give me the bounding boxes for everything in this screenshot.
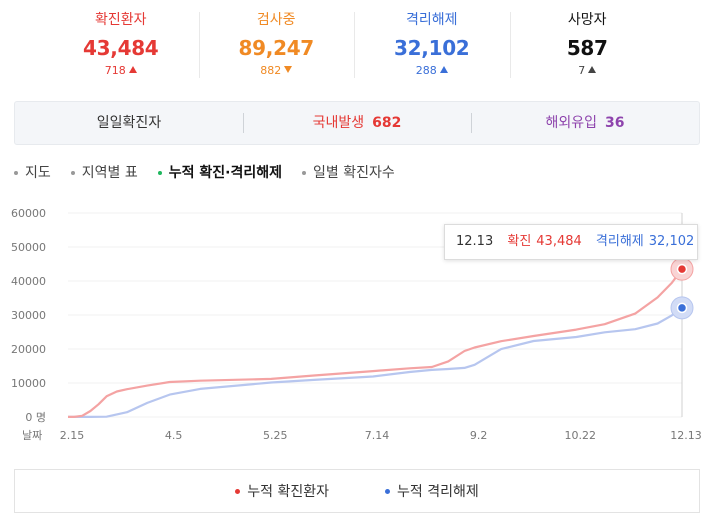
stat-testing: 검사중 89,247 882 (198, 8, 355, 82)
tab-map[interactable]: 지도 (14, 163, 51, 183)
tab-region-table[interactable]: 지역별 표 (70, 163, 138, 183)
x-tick-label: 12.13 (670, 429, 702, 442)
legend-released[interactable]: 누적 격리해제 (385, 481, 479, 501)
stat-delta-value: 882 (260, 64, 282, 77)
tooltip-date: 12.13 (456, 234, 494, 249)
bullet-icon (14, 171, 18, 175)
tooltip-released-label: 격리해제 (595, 234, 644, 249)
tab-cumulative[interactable]: 누적 확진·격리해제 (157, 163, 282, 183)
y-tick-label: 60000 (11, 207, 46, 220)
tab-daily-cases[interactable]: 일별 확진자수 (301, 163, 395, 183)
legend-label: 누적 확진환자 (247, 484, 329, 500)
stat-delta-value: 288 (415, 64, 437, 77)
y-tick-label: 50000 (11, 241, 46, 254)
daily-summary-bar: 일일확진자 국내발생 682 해외유입 36 (14, 101, 700, 145)
summary-daily-label: 일일확진자 (96, 115, 162, 131)
series-line (68, 268, 683, 418)
summary-domestic-value: 682 (372, 115, 402, 131)
chart-tooltip: 12.13 확진 43,484 격리해제 32,102 (444, 224, 698, 260)
legend-confirmed[interactable]: 누적 확진환자 (235, 481, 329, 501)
stat-confirmed: 확진환자 43,484 718 (43, 8, 199, 82)
legend-dot-icon (385, 488, 390, 494)
legend-label: 누적 격리해제 (397, 484, 479, 500)
y-tick-label: 0 명 (25, 411, 46, 424)
stat-delta-value: 718 (104, 64, 126, 77)
cumulative-line-chart[interactable]: 60000 50000 40000 30000 20000 10000 0 명 날짜 2.15… (0, 195, 711, 450)
y-axis-ticks: 60000 50000 40000 30000 20000 10000 0 명 (11, 207, 46, 424)
stat-delta: 288 (354, 63, 510, 79)
tooltip-released-value: 32,102 (648, 234, 695, 249)
stat-delta: 7 (510, 63, 666, 79)
y-tick-label: 30000 (11, 309, 46, 322)
series-end-point[interactable] (676, 302, 688, 314)
tab-label: 일별 확진자수 (312, 165, 395, 181)
stat-value: 587 (566, 36, 608, 60)
y-tick-label: 20000 (11, 343, 46, 356)
series-line (68, 307, 683, 418)
tooltip-confirmed-value: 43,484 (536, 234, 582, 249)
x-tick-label: 9.2 (470, 429, 488, 442)
stat-label: 확진환자 (94, 12, 147, 28)
x-tick-label: 5.25 (263, 429, 288, 442)
stat-delta-value: 7 (578, 64, 586, 77)
chart-series (68, 268, 683, 418)
tab-label: 누적 확진·격리해제 (168, 165, 282, 181)
y-tick-label: 10000 (11, 377, 46, 390)
bullet-icon (70, 171, 75, 175)
view-tabs: 지도 지역별 표 누적 확진·격리해제 일별 확진자수 (14, 163, 415, 183)
stat-deaths: 사망자 587 7 (509, 8, 666, 82)
stat-value: 43,484 (83, 36, 159, 60)
stats-row: 확진환자 43,484 718 검사중 89,247 882 격리해제 32,1… (43, 8, 665, 82)
y-tick-label: 40000 (11, 275, 46, 288)
bullet-icon (301, 171, 306, 175)
arrow-up-icon (128, 66, 137, 73)
tooltip-confirmed-label: 확진 (507, 234, 532, 249)
series-end-point[interactable] (676, 263, 688, 275)
stat-value: 32,102 (394, 36, 470, 60)
summary-overseas-label: 해외유입 (545, 115, 598, 131)
tab-label: 지도 (25, 165, 51, 181)
summary-overseas-value: 36 (605, 115, 625, 131)
x-axis-ticks: 날짜 2.15 4.5 5.25 7.14 9.2 10.22 12.13 (22, 429, 702, 442)
stat-label: 사망자 (567, 12, 607, 28)
legend-dot-icon (235, 488, 241, 494)
arrow-up-icon (588, 66, 597, 73)
x-tick-label: 4.5 (165, 429, 183, 442)
stat-released: 격리해제 32,102 288 (354, 8, 510, 82)
summary-overseas: 해외유입 36 (471, 113, 699, 133)
arrow-up-icon (439, 66, 448, 73)
tab-label: 지역별 표 (81, 165, 138, 181)
summary-domestic: 국내발생 682 (243, 113, 471, 133)
bullet-icon (157, 171, 162, 175)
summary-domestic-label: 국내발생 (312, 115, 365, 131)
x-tick-label: 2.15 (60, 429, 85, 442)
summary-daily: 일일확진자 (15, 113, 243, 133)
x-axis-label: 날짜 (22, 429, 42, 442)
chart-markers (670, 257, 694, 320)
arrow-down-icon (284, 66, 293, 73)
stat-label: 격리해제 (405, 12, 458, 28)
stat-value: 89,247 (238, 36, 315, 60)
x-tick-label: 7.14 (365, 429, 390, 442)
stat-label: 검사중 (256, 12, 296, 28)
x-tick-label: 10.22 (565, 429, 597, 442)
stat-delta: 882 (199, 63, 355, 79)
stat-delta: 718 (43, 63, 199, 79)
chart-legend: 누적 확진환자 누적 격리해제 (14, 469, 700, 513)
